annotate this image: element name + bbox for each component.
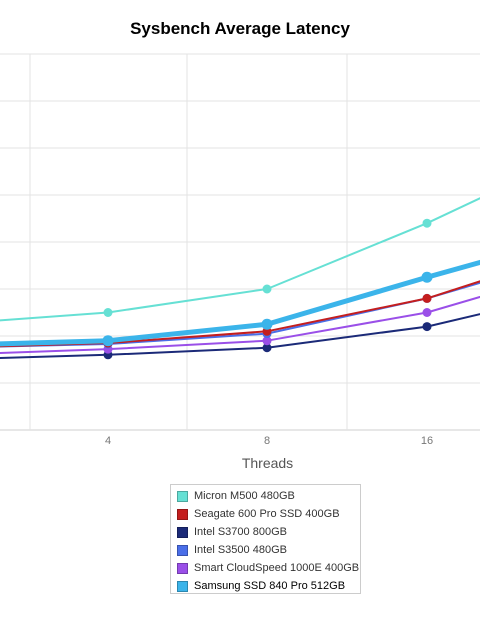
data-point (422, 308, 432, 317)
data-point (261, 318, 273, 330)
legend: Micron M500 480GB Seagate 600 Pro SSD 400… (170, 484, 361, 594)
legend-item[interactable]: Micron M500 480GB (171, 487, 360, 505)
x-tick-label: 8 (264, 435, 270, 447)
chart-title: Sysbench Average Latency (130, 19, 350, 38)
legend-label: Samsung SSD 840 Pro 512GB (194, 580, 346, 592)
data-point (422, 322, 432, 332)
grid (0, 53, 480, 431)
legend-item[interactable]: Seagate 600 Pro SSD 400GB (171, 505, 360, 523)
x-tick-label: 4 (105, 435, 111, 447)
data-point (421, 271, 433, 283)
legend-label: Intel S3500 480GB (194, 544, 287, 556)
legend-label: Seagate 600 Pro SSD 400GB (194, 508, 340, 520)
series-line (0, 197, 480, 322)
legend-label: Smart CloudSpeed 1000E 400GB (194, 562, 360, 574)
legend-swatch (177, 508, 188, 520)
legend-item[interactable]: Samsung SSD 840 Pro 512GB (171, 577, 360, 595)
data-point (422, 293, 432, 303)
data-point (262, 284, 272, 294)
legend-item[interactable]: Smart CloudSpeed 1000E 400GB (171, 559, 360, 577)
legend-swatch (177, 562, 188, 574)
x-tick-label: 16 (421, 435, 433, 447)
legend-label: Intel S3700 800GB (194, 526, 287, 538)
data-point (262, 343, 272, 353)
series-line (0, 280, 480, 348)
legend-item[interactable]: Intel S3500 480GB (171, 541, 360, 559)
legend-label: Micron M500 480GB (194, 490, 295, 502)
legend-swatch (177, 544, 188, 556)
series-line (0, 313, 480, 359)
legend-item[interactable]: Intel S3700 800GB (171, 523, 360, 541)
data-point (103, 308, 113, 317)
x-tick-labels: 4 8 16 (105, 435, 433, 447)
data-point (262, 336, 272, 346)
legend-swatch (177, 490, 188, 502)
series-layer (0, 197, 480, 360)
data-point (422, 218, 432, 228)
legend-swatch (177, 580, 188, 592)
plot-area: 4 8 16 (0, 53, 480, 447)
x-axis-label: Threads (241, 455, 294, 471)
data-point (102, 335, 114, 347)
legend-swatch (177, 526, 188, 538)
